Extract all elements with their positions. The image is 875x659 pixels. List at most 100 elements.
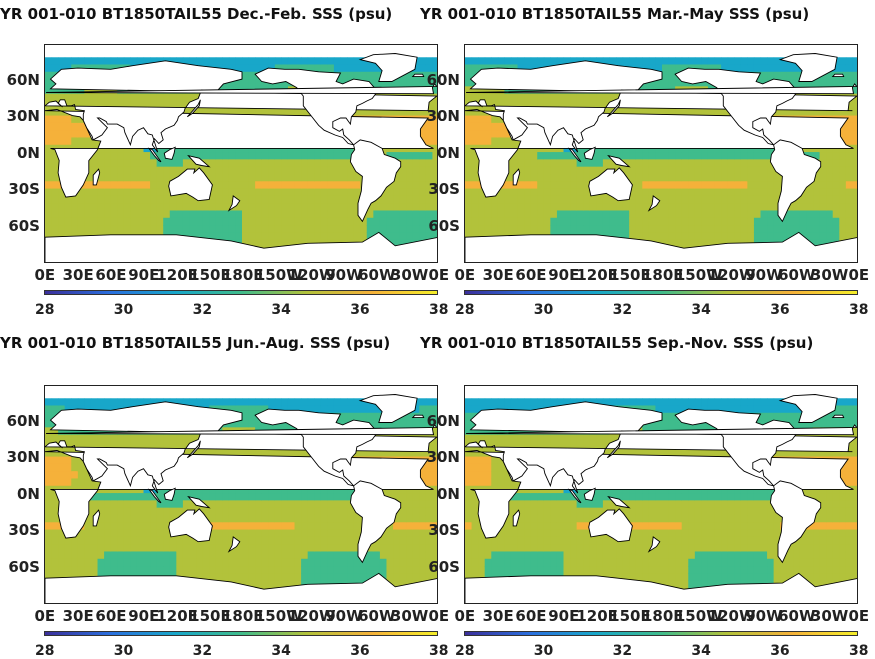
- salinity-cell: [137, 167, 144, 175]
- salinity-cell: [787, 72, 794, 80]
- salinity-cell: [150, 94, 157, 102]
- salinity-cell: [288, 522, 295, 530]
- salinity-cell: [249, 159, 256, 167]
- salinity-cell: [144, 537, 151, 545]
- salinity-cell: [84, 566, 91, 574]
- salinity-cell: [623, 152, 630, 160]
- salinity-cell: [124, 218, 131, 226]
- salinity-cell: [754, 203, 761, 211]
- salinity-cell: [235, 159, 242, 167]
- salinity-cell: [249, 522, 256, 530]
- sss-map-canvas: [45, 45, 438, 263]
- salinity-cell: [242, 420, 249, 428]
- salinity-cell: [281, 181, 288, 189]
- salinity-cell: [196, 398, 203, 406]
- salinity-cell: [157, 189, 164, 197]
- salinity-cell: [130, 159, 137, 167]
- salinity-cell: [813, 210, 820, 218]
- salinity-cell: [84, 196, 91, 204]
- salinity-cell: [58, 398, 65, 406]
- salinity-cell: [721, 218, 728, 226]
- salinity-cell: [301, 189, 308, 197]
- salinity-cell: [295, 530, 302, 538]
- salinity-cell: [373, 225, 380, 233]
- salinity-cell: [564, 152, 571, 160]
- salinity-cell: [839, 203, 846, 211]
- salinity-cell: [91, 537, 98, 545]
- salinity-cell: [104, 544, 111, 552]
- salinity-cell: [695, 57, 702, 65]
- salinity-cell: [314, 189, 321, 197]
- salinity-cell: [629, 218, 636, 226]
- salinity-cell: [570, 189, 577, 197]
- salinity-cell: [524, 225, 531, 233]
- salinity-cell: [826, 203, 833, 211]
- salinity-cell: [196, 566, 203, 574]
- salinity-cell: [170, 566, 177, 574]
- salinity-cell: [308, 530, 315, 538]
- salinity-cell: [754, 189, 761, 197]
- salinity-cell: [301, 566, 308, 574]
- salinity-cell: [511, 218, 518, 226]
- salinity-cell: [550, 181, 557, 189]
- salinity-cell: [268, 544, 275, 552]
- salinity-cell: [268, 225, 275, 233]
- salinity-cell: [275, 225, 282, 233]
- salinity-cell: [268, 232, 275, 240]
- salinity-cell: [334, 500, 341, 508]
- salinity-cell: [465, 189, 472, 197]
- salinity-cell: [341, 508, 348, 516]
- salinity-cell: [675, 174, 682, 182]
- salinity-cell: [642, 181, 649, 189]
- salinity-cell: [255, 232, 262, 240]
- salinity-cell: [255, 522, 262, 530]
- salinity-cell: [833, 225, 840, 233]
- salinity-cell: [327, 544, 334, 552]
- salinity-cell: [255, 537, 262, 545]
- salinity-cell: [65, 457, 72, 465]
- salinity-cell: [583, 159, 590, 167]
- salinity-cell: [45, 435, 52, 443]
- salinity-cell: [406, 167, 413, 175]
- salinity-cell: [249, 72, 256, 80]
- salinity-cell: [216, 515, 223, 523]
- salinity-cell: [544, 210, 551, 218]
- salinity-cell: [45, 566, 52, 574]
- salinity-cell: [761, 159, 768, 167]
- salinity-cell: [695, 159, 702, 167]
- salinity-cell: [137, 210, 144, 218]
- salinity-cell: [564, 181, 571, 189]
- salinity-cell: [130, 500, 137, 508]
- salinity-cell: [327, 210, 334, 218]
- salinity-cell: [222, 57, 229, 65]
- salinity-cell: [222, 203, 229, 211]
- salinity-cell: [209, 493, 216, 501]
- salinity-cell: [347, 72, 354, 80]
- salinity-cell: [255, 159, 262, 167]
- salinity-cell: [386, 189, 393, 197]
- salinity-cell: [52, 181, 59, 189]
- salinity-cell: [701, 57, 708, 65]
- salinity-cell: [813, 196, 820, 204]
- salinity-cell: [564, 174, 571, 182]
- salinity-cell: [104, 566, 111, 574]
- salinity-cell: [341, 72, 348, 80]
- salinity-cell: [235, 530, 242, 538]
- salinity-cell: [511, 196, 518, 204]
- salinity-cell: [262, 196, 269, 204]
- salinity-cell: [262, 537, 269, 545]
- salinity-cell: [314, 398, 321, 406]
- salinity-cell: [334, 515, 341, 523]
- salinity-cell: [688, 159, 695, 167]
- salinity-cell: [544, 189, 551, 197]
- salinity-cell: [747, 225, 754, 233]
- salinity-cell: [432, 203, 438, 211]
- salinity-cell: [354, 398, 361, 406]
- salinity-cell: [314, 159, 321, 167]
- salinity-cell: [675, 189, 682, 197]
- salinity-cell: [347, 210, 354, 218]
- salinity-cell: [721, 196, 728, 204]
- salinity-cell: [268, 159, 275, 167]
- salinity-cell: [157, 167, 164, 175]
- salinity-cell: [518, 210, 525, 218]
